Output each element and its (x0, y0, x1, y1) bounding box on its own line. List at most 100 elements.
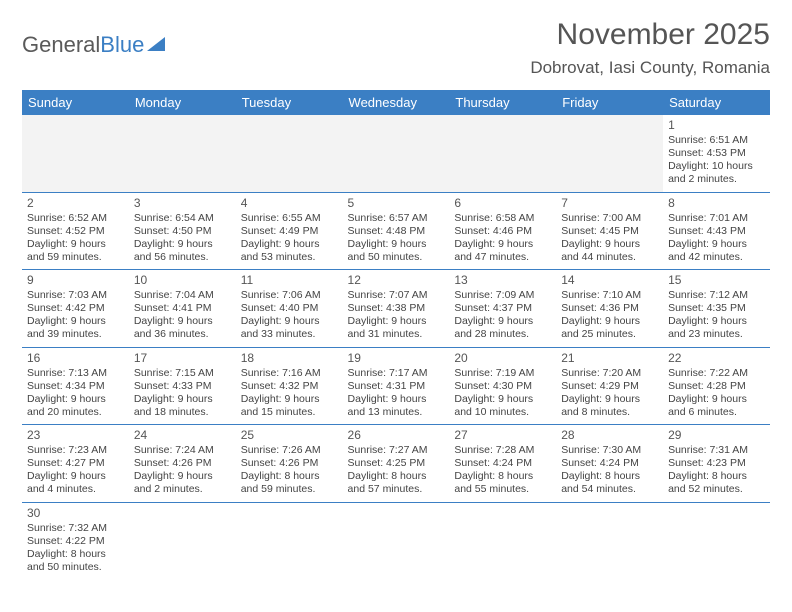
sunrise-line: Sunrise: 6:58 AM (454, 212, 551, 225)
sunrise-line: Sunrise: 7:16 AM (241, 367, 338, 380)
calendar-cell: 17Sunrise: 7:15 AMSunset: 4:33 PMDayligh… (129, 347, 236, 425)
weekday-header: Wednesday (343, 90, 450, 115)
sunset-line: Sunset: 4:46 PM (454, 225, 551, 238)
sunset-line: Sunset: 4:52 PM (27, 225, 124, 238)
calendar-cell: 11Sunrise: 7:06 AMSunset: 4:40 PMDayligh… (236, 270, 343, 348)
daylight-line: Daylight: 8 hours and 57 minutes. (348, 470, 445, 496)
daylight-line: Daylight: 9 hours and 39 minutes. (27, 315, 124, 341)
day-number: 18 (241, 351, 338, 366)
day-number: 17 (134, 351, 231, 366)
sunrise-line: Sunrise: 7:23 AM (27, 444, 124, 457)
day-number: 20 (454, 351, 551, 366)
sunset-line: Sunset: 4:45 PM (561, 225, 658, 238)
day-number: 6 (454, 196, 551, 211)
calendar-cell (343, 115, 450, 192)
calendar-row: 16Sunrise: 7:13 AMSunset: 4:34 PM Dayligh… (22, 347, 770, 425)
sunset-line: Sunset: 4:34 PM (27, 380, 124, 393)
daylight-line: Daylight: 8 hours and 52 minutes. (668, 470, 765, 496)
day-number: 29 (668, 428, 765, 443)
calendar-cell: 19Sunrise: 7:17 AMSunset: 4:31 PMDayligh… (343, 347, 450, 425)
weekday-header: Saturday (663, 90, 770, 115)
daylight-line: Daylight: 9 hours and 44 minutes. (561, 238, 658, 264)
sunrise-line: Sunrise: 7:31 AM (668, 444, 765, 457)
calendar-table: SundayMondayTuesdayWednesdayThursdayFrid… (22, 90, 770, 579)
sunrise-line: Sunrise: 6:55 AM (241, 212, 338, 225)
calendar-cell: 18Sunrise: 7:16 AMSunset: 4:32 PMDayligh… (236, 347, 343, 425)
sunset-line: Sunset: 4:31 PM (348, 380, 445, 393)
daylight-line: Daylight: 8 hours and 54 minutes. (561, 470, 658, 496)
sunset-line: Sunset: 4:41 PM (134, 302, 231, 315)
daylight-line: Daylight: 9 hours and 59 minutes. (27, 238, 124, 264)
day-number: 12 (348, 273, 445, 288)
sunrise-line: Sunrise: 7:04 AM (134, 289, 231, 302)
sunset-line: Sunset: 4:26 PM (134, 457, 231, 470)
calendar-row: 9Sunrise: 7:03 AMSunset: 4:42 PMDaylight… (22, 270, 770, 348)
day-number: 27 (454, 428, 551, 443)
daylight-line: Daylight: 9 hours and 50 minutes. (348, 238, 445, 264)
sunset-line: Sunset: 4:35 PM (668, 302, 765, 315)
weekday-header: Tuesday (236, 90, 343, 115)
daylight-line: Daylight: 9 hours and 8 minutes. (561, 393, 658, 419)
calendar-cell (236, 115, 343, 192)
sunset-line: Sunset: 4:26 PM (241, 457, 338, 470)
sunset-line: Sunset: 4:48 PM (348, 225, 445, 238)
sunrise-line: Sunrise: 7:13 AM (27, 367, 124, 380)
header: GeneralBlue November 2025 Dobrovat, Iasi… (22, 18, 770, 78)
sail-icon (147, 37, 165, 51)
day-number: 13 (454, 273, 551, 288)
day-number: 9 (27, 273, 124, 288)
day-number: 4 (241, 196, 338, 211)
calendar-cell (22, 115, 129, 192)
calendar-row: 1Sunrise: 6:51 AMSunset: 4:53 PMDaylight… (22, 115, 770, 192)
calendar-cell (236, 502, 343, 579)
day-number: 28 (561, 428, 658, 443)
sunset-line: Sunset: 4:28 PM (668, 380, 765, 393)
day-number: 22 (668, 351, 765, 366)
sunrise-line: Sunrise: 7:15 AM (134, 367, 231, 380)
calendar-cell: 13Sunrise: 7:09 AMSunset: 4:37 PMDayligh… (449, 270, 556, 348)
calendar-cell: 3Sunrise: 6:54 AMSunset: 4:50 PMDaylight… (129, 192, 236, 270)
day-number: 16 (27, 351, 124, 366)
calendar-row: 2Sunrise: 6:52 AMSunset: 4:52 PMDaylight… (22, 192, 770, 270)
daylight-line: Daylight: 9 hours and 15 minutes. (241, 393, 338, 419)
sunset-line: Sunset: 4:24 PM (454, 457, 551, 470)
sunset-line: Sunset: 4:49 PM (241, 225, 338, 238)
title-block: November 2025 Dobrovat, Iasi County, Rom… (530, 18, 770, 78)
calendar-cell (129, 115, 236, 192)
day-number: 15 (668, 273, 765, 288)
day-number: 2 (27, 196, 124, 211)
calendar-cell: 6Sunrise: 6:58 AMSunset: 4:46 PMDaylight… (449, 192, 556, 270)
calendar-cell (343, 502, 450, 579)
sunset-line: Sunset: 4:42 PM (27, 302, 124, 315)
daylight-line: Daylight: 10 hours and 2 minutes. (668, 160, 765, 186)
sunrise-line: Sunrise: 6:54 AM (134, 212, 231, 225)
sunrise-line: Sunrise: 7:27 AM (348, 444, 445, 457)
calendar-cell: 2Sunrise: 6:52 AMSunset: 4:52 PMDaylight… (22, 192, 129, 270)
weekday-header: Thursday (449, 90, 556, 115)
sunset-line: Sunset: 4:25 PM (348, 457, 445, 470)
sunset-line: Sunset: 4:30 PM (454, 380, 551, 393)
sunset-line: Sunset: 4:40 PM (241, 302, 338, 315)
daylight-line: Daylight: 8 hours and 59 minutes. (241, 470, 338, 496)
sunset-line: Sunset: 4:43 PM (668, 225, 765, 238)
calendar-cell: 25Sunrise: 7:26 AMSunset: 4:26 PMDayligh… (236, 425, 343, 503)
sunset-line: Sunset: 4:33 PM (134, 380, 231, 393)
calendar-cell (556, 115, 663, 192)
calendar-cell (663, 502, 770, 579)
day-number: 5 (348, 196, 445, 211)
day-number: 24 (134, 428, 231, 443)
calendar-cell: 8Sunrise: 7:01 AMSunset: 4:43 PMDaylight… (663, 192, 770, 270)
logo: GeneralBlue (22, 32, 165, 58)
daylight-line: Daylight: 9 hours and 25 minutes. (561, 315, 658, 341)
calendar-cell (449, 502, 556, 579)
calendar-cell: 7Sunrise: 7:00 AMSunset: 4:45 PMDaylight… (556, 192, 663, 270)
daylight-line: Daylight: 9 hours and 42 minutes. (668, 238, 765, 264)
day-number: 25 (241, 428, 338, 443)
daylight-line: Daylight: 9 hours and 6 minutes. (668, 393, 765, 419)
calendar-cell (129, 502, 236, 579)
sunset-line: Sunset: 4:38 PM (348, 302, 445, 315)
calendar-cell (556, 502, 663, 579)
calendar-cell: 27Sunrise: 7:28 AMSunset: 4:24 PMDayligh… (449, 425, 556, 503)
day-number: 7 (561, 196, 658, 211)
sunrise-line: Sunrise: 7:12 AM (668, 289, 765, 302)
